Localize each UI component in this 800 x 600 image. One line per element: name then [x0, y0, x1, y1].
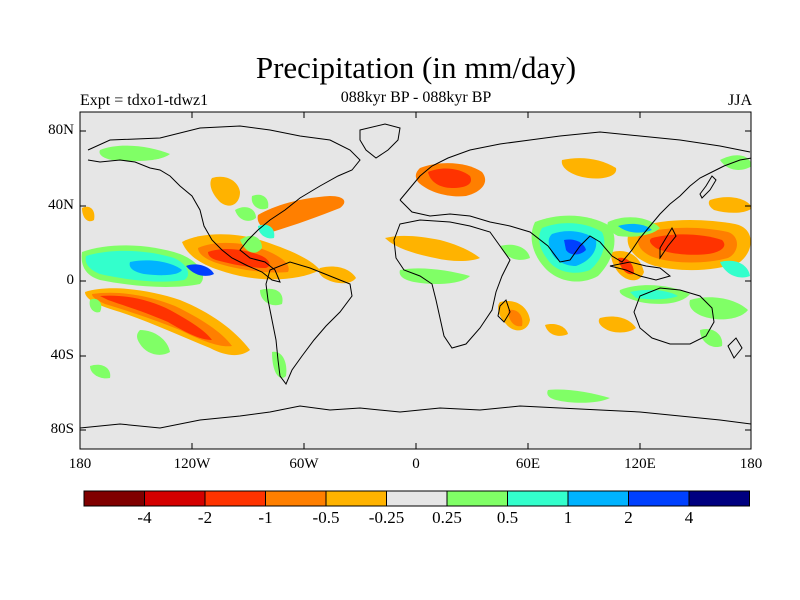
colorbar-label: -4 — [137, 508, 152, 527]
colorbar-label: -0.25 — [368, 508, 405, 527]
lon-label-0: 0 — [412, 456, 420, 472]
colorbar-box-4 — [265, 490, 327, 507]
lon-label-120e: 120E — [624, 456, 656, 472]
eurasia-coast — [399, 131, 751, 201]
colorbar-label: 1 — [563, 508, 573, 527]
indonesia-coast — [609, 261, 672, 281]
colorbar-label: 4 — [684, 508, 694, 527]
madagascar-coast — [497, 299, 511, 323]
lon-label-180e: 180 — [739, 456, 763, 472]
colorbar-label: 2 — [624, 508, 633, 527]
colorbar-label: 0.5 — [496, 508, 519, 527]
colorbar-box-6 — [386, 490, 448, 507]
anomaly-fields — [81, 145, 751, 403]
australia-coast — [633, 287, 715, 345]
map-subtitle: 088kyr BP - 088kyr BP — [340, 89, 492, 106]
map-title: Precipitation (in mm/day) — [255, 50, 577, 85]
lon-label-60w: 60W — [289, 456, 319, 472]
colorbar-label: -1 — [258, 508, 273, 527]
coastlines — [80, 123, 751, 429]
colorbar-box-3 — [204, 490, 266, 507]
colorbar-label: 0.25 — [432, 508, 462, 527]
greenland-coast — [359, 123, 401, 159]
colorbar-box-7 — [446, 490, 508, 507]
lat-label-0: 0 — [66, 272, 75, 288]
lat-label-80n: 80N — [48, 122, 74, 138]
colorbar-label: -2 — [197, 508, 213, 527]
north-america-coast — [87, 125, 361, 283]
lon-label-60e: 60E — [515, 456, 541, 472]
experiment-label: Expt = tdxo1-tdwz1 — [80, 92, 209, 109]
colorbar-box-10 — [628, 490, 690, 507]
colorbar-box-8 — [507, 490, 569, 507]
lat-label-40n: 40N — [48, 197, 74, 213]
axis-ticks — [80, 112, 751, 449]
south-america-coast — [265, 261, 353, 385]
colorbar-label: -0.5 — [312, 508, 340, 527]
north-atlantic-dry — [257, 196, 345, 232]
lat-label-80s: 80S — [50, 421, 74, 437]
lon-label-120w: 120W — [173, 456, 211, 472]
colorbar-box-2 — [144, 490, 206, 507]
colorbar-box-1 — [83, 490, 145, 507]
season-label: JJA — [727, 92, 752, 109]
colorbar-box-9 — [567, 490, 629, 507]
new-zealand-coast — [727, 337, 743, 359]
lon-label-180w: 180 — [68, 456, 92, 472]
colorbar-box-5 — [325, 490, 387, 507]
lat-label-40s: 40S — [50, 347, 74, 363]
colorbar — [83, 490, 750, 507]
colorbar-box-11 — [688, 490, 750, 507]
antarctica-coast — [80, 405, 751, 429]
africa-coast — [393, 219, 511, 349]
